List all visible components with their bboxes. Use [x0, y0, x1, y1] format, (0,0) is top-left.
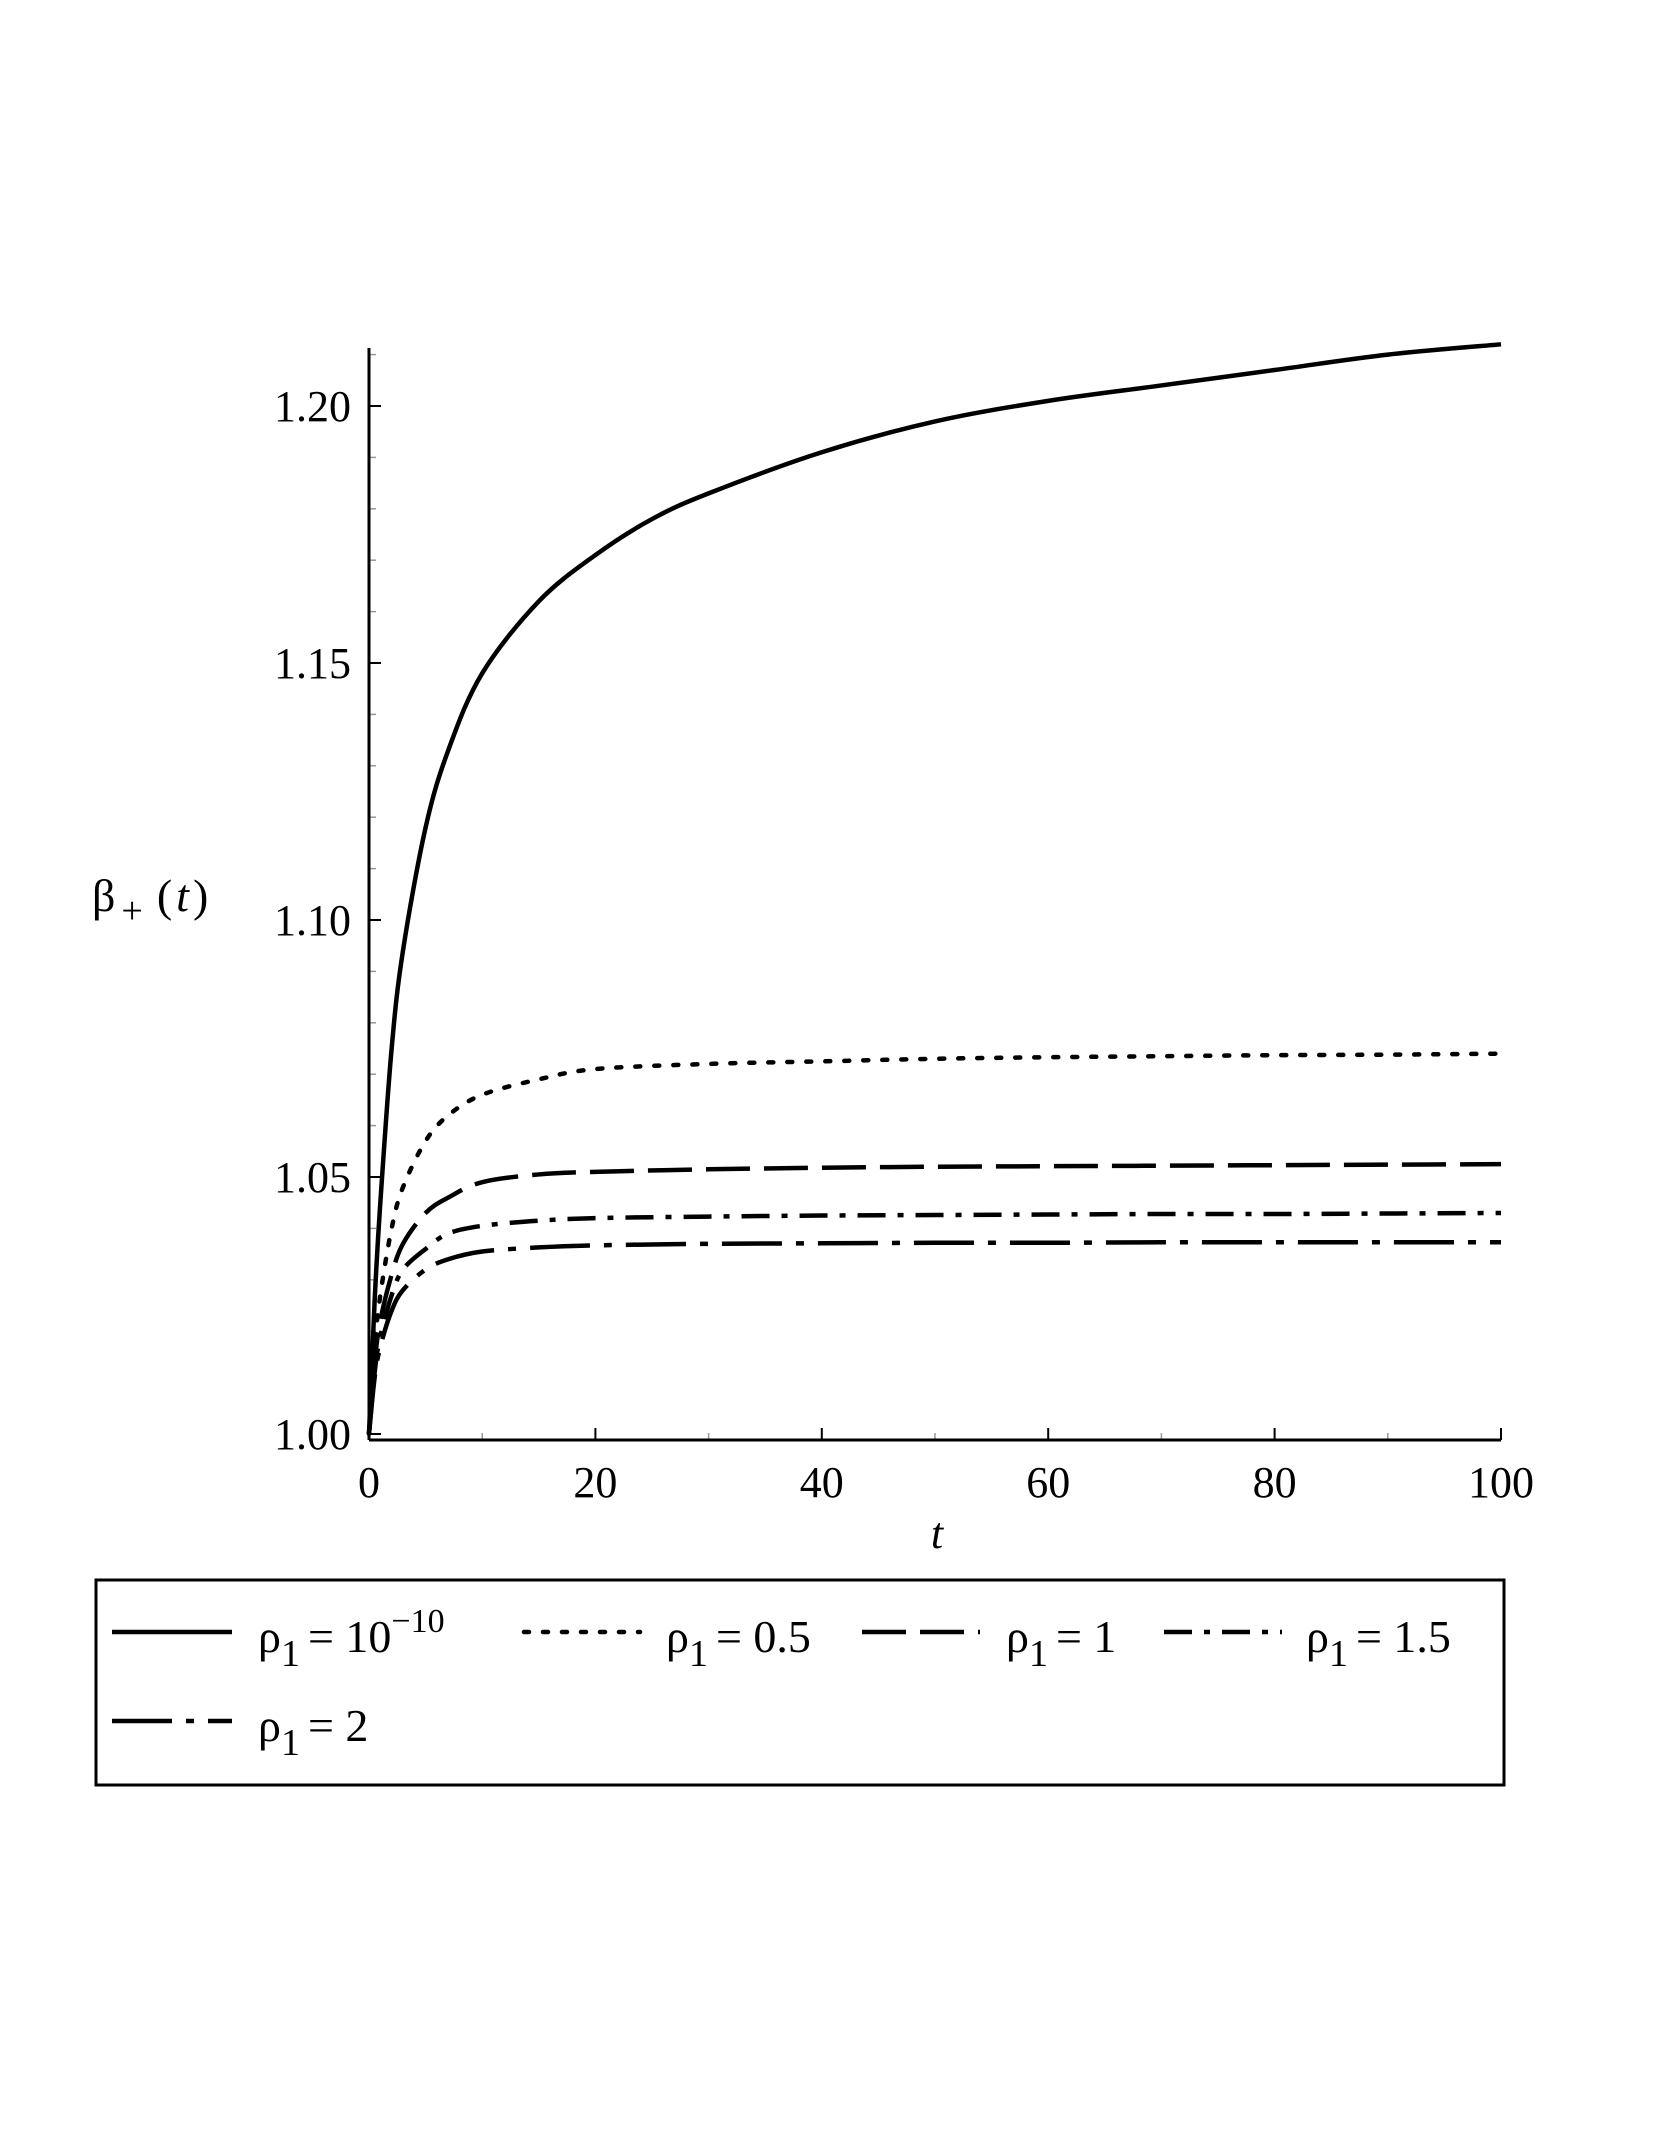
y-axis-label: β + (t) [92, 870, 208, 932]
legend: ρ1 = 10−10 ρ1 = 0.5 ρ1 = 1 ρ1 = 1.5 ρ1 = 2 [94, 1578, 1506, 1787]
series-line-5 [366, 1239, 1501, 1435]
y-axis-ticks: 1.00 1.05 1.10 1.15 1.20 [274, 353, 381, 1459]
y-axis-label-sub: + [121, 890, 142, 932]
x-tick-label: 40 [800, 1458, 844, 1507]
legend-label-5: ρ1 = 2 [258, 1700, 368, 1764]
x-tick-label: 20 [573, 1458, 617, 1507]
series-line-3 [366, 1161, 1502, 1435]
y-axis-label-open-paren: ( [157, 870, 172, 921]
axes [367, 348, 1501, 1442]
y-axis-label-base: β [92, 870, 115, 921]
y-axis-label-var: t [176, 870, 190, 921]
x-tick-label: 80 [1253, 1458, 1297, 1507]
y-tick-label: 1.15 [274, 639, 351, 688]
legend-box [94, 1578, 1506, 1787]
series-line-2 [366, 1051, 1504, 1437]
legend-label-3: ρ1 = 1 [1006, 1611, 1116, 1675]
series-line-1 [366, 342, 1502, 1435]
x-axis-label: t [931, 1509, 945, 1558]
series-layer [366, 342, 1504, 1437]
legend-label-2: ρ1 = 0.5 [666, 1611, 811, 1675]
x-tick-label: 60 [1026, 1458, 1070, 1507]
y-axis-label-close-paren: ) [193, 870, 208, 921]
series-line-4 [366, 1210, 1502, 1435]
x-tick-label: 100 [1468, 1458, 1534, 1507]
legend-label-1: ρ1 = 10−10 [258, 1603, 445, 1675]
y-tick-label: 1.00 [274, 1410, 351, 1459]
x-tick-label: 0 [358, 1458, 380, 1507]
y-tick-label: 1.20 [274, 382, 351, 431]
legend-label-4: ρ1 = 1.5 [1306, 1611, 1451, 1675]
y-tick-label: 1.05 [274, 1153, 351, 1202]
y-tick-label: 1.10 [274, 896, 351, 945]
